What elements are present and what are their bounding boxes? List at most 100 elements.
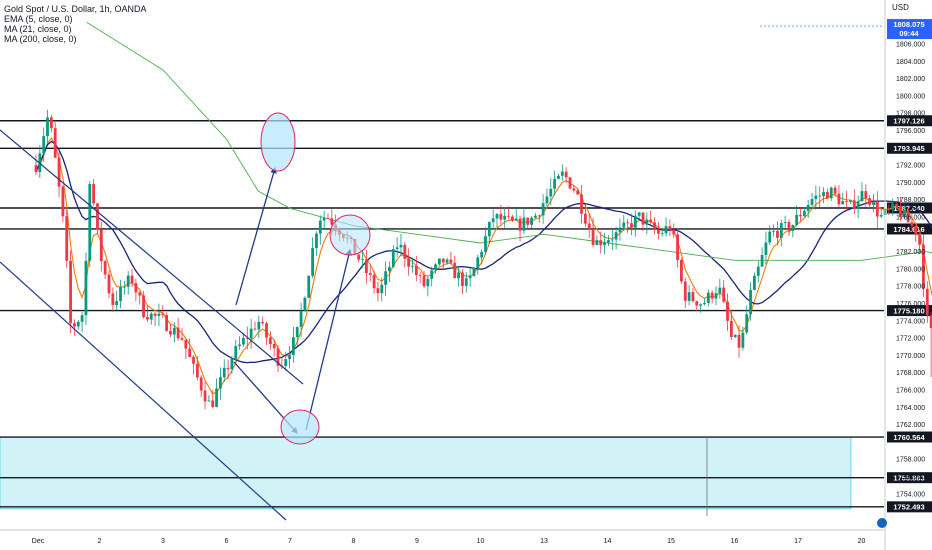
- candle-body: [872, 201, 875, 205]
- candle-body: [553, 178, 557, 189]
- candle-body: [591, 229, 595, 245]
- candle-body: [595, 240, 599, 245]
- candle-body: [599, 240, 603, 246]
- candle-body: [57, 157, 61, 187]
- candle-body: [495, 214, 499, 219]
- candle-body: [230, 358, 234, 370]
- candle-body: [184, 339, 188, 349]
- candle-body: [99, 229, 103, 262]
- target-ellipse-top: [260, 112, 296, 172]
- candle-body: [441, 258, 445, 263]
- candle-body: [76, 321, 80, 327]
- date-tick-label: 9: [415, 538, 419, 545]
- candle-body: [664, 226, 668, 234]
- candle-body: [487, 221, 491, 237]
- candle-body: [311, 248, 315, 276]
- candle-body: [284, 359, 288, 366]
- candle-body: [810, 199, 814, 205]
- candle-body: [802, 210, 806, 217]
- candles-layer: [34, 109, 932, 410]
- candle-body: [852, 200, 856, 209]
- candle-body: [768, 231, 772, 243]
- candle-body: [745, 314, 749, 333]
- candle-body: [53, 128, 57, 158]
- currency-label[interactable]: USD: [892, 3, 909, 12]
- candle-body: [92, 184, 96, 204]
- target-ellipse-middle: [329, 214, 371, 256]
- candle-body: [580, 194, 583, 214]
- date-tick-label: Dec: [32, 538, 45, 545]
- candle-body: [391, 249, 395, 267]
- candle-body: [407, 258, 411, 267]
- price-tick-label: 1762.000: [896, 422, 925, 429]
- candle-body: [676, 234, 679, 261]
- level-price-tag: [887, 431, 932, 443]
- candle-body: [726, 301, 729, 321]
- candle-body: [126, 275, 130, 287]
- channel-lower-line: [0, 261, 287, 521]
- candle-body: [764, 242, 768, 255]
- candle-body: [299, 310, 303, 327]
- price-tick-label: 1770.000: [896, 353, 925, 360]
- candle-body: [245, 337, 249, 339]
- candle-body: [414, 265, 418, 276]
- candle-body: [503, 215, 507, 220]
- candle-body: [791, 224, 795, 231]
- candle-body: [130, 275, 134, 284]
- candle-body: [80, 315, 84, 322]
- price-tick-label: 1792.000: [896, 163, 925, 170]
- date-tick-label: 15: [667, 538, 675, 545]
- candle-body: [265, 323, 268, 338]
- projection-arrow-rebound: [305, 248, 352, 431]
- candle-body: [841, 201, 845, 205]
- candle-body: [449, 259, 453, 263]
- candle-body: [779, 223, 783, 238]
- candle-body: [887, 209, 891, 210]
- candle-body: [69, 260, 72, 324]
- price-tick-label: 1804.000: [896, 59, 925, 66]
- drawings-layer[interactable]: [0, 112, 708, 521]
- level-price-label: 1775.180: [893, 306, 924, 315]
- legend-ema[interactable]: EMA (5, close, 0): [4, 14, 73, 24]
- candle-body: [695, 301, 699, 306]
- candle-body: [149, 313, 153, 320]
- candle-body: [545, 196, 549, 204]
- candle-body: [760, 254, 764, 267]
- candle-body: [457, 272, 460, 279]
- horizontal-levels-layer[interactable]: 1797.126 1793.945 1787.040 1784.616 1775.180…: [0, 19, 932, 513]
- candle-body: [65, 216, 69, 261]
- date-tick-label: 10: [477, 538, 485, 545]
- candle-body: [706, 292, 710, 303]
- candle-body: [753, 275, 756, 290]
- candle-body: [860, 191, 864, 202]
- candle-body: [376, 288, 380, 294]
- candle-body: [772, 230, 776, 232]
- candle-body: [891, 203, 895, 210]
- candle-body: [645, 219, 649, 225]
- candle-body: [787, 222, 791, 231]
- level-price-label: 1752.493: [893, 503, 924, 512]
- candle-body: [238, 344, 242, 347]
- price-tick-label: 1778.000: [896, 284, 925, 291]
- candle-body: [34, 165, 38, 173]
- channel-upper-line: [0, 129, 304, 385]
- candle-body: [572, 188, 576, 191]
- projection-arrow-up: [235, 166, 277, 306]
- candle-body: [526, 217, 530, 225]
- candle-body: [733, 334, 737, 338]
- level-price-tag: [887, 305, 932, 317]
- candle-body: [96, 203, 99, 230]
- candle-body: [499, 214, 503, 220]
- legend-ma21[interactable]: MA (21, close, 0): [4, 24, 72, 34]
- candle-body: [372, 274, 376, 289]
- candle-body: [318, 220, 322, 234]
- candle-body: [484, 236, 487, 252]
- ma21-line: [35, 140, 932, 364]
- legend-ma200[interactable]: MA (200, close, 0): [4, 34, 77, 44]
- candle-body: [103, 261, 107, 275]
- level-price-tag: [887, 501, 932, 513]
- price-tick-label: 1772.000: [896, 336, 925, 343]
- candle-body: [476, 257, 480, 269]
